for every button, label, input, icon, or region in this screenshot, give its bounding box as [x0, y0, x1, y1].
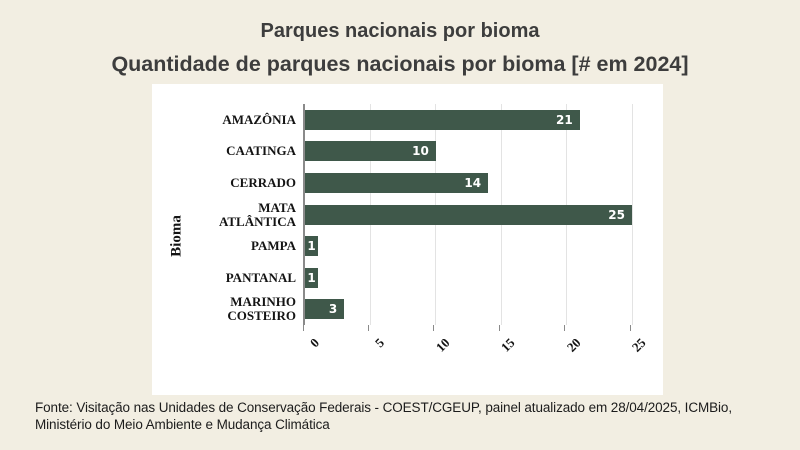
bar: 14	[305, 172, 489, 193]
bar-row: 25	[305, 199, 665, 231]
bar-value-label: 25	[608, 207, 625, 222]
bar-row: 1	[305, 262, 665, 294]
source-note-line: Ministério do Meio Ambiente e Mudança Cl…	[35, 417, 330, 432]
bar: 1	[305, 267, 319, 288]
x-tick-label: 15	[498, 335, 518, 355]
bar-value-label: 1	[307, 270, 316, 285]
bar-value-label: 14	[464, 175, 482, 190]
source-note-line: Fonte: Visitação nas Unidades de Conserv…	[35, 400, 732, 415]
bar: 25	[305, 204, 632, 225]
y-axis-label: Bioma	[168, 215, 185, 257]
source-note: Fonte: Visitação nas Unidades de Conserv…	[35, 399, 787, 433]
x-tick-mark	[433, 325, 435, 331]
chart-panel: Bioma AMAZÔNIA CAATINGA CERRADO MATA ATLÂNT…	[152, 84, 663, 395]
bar-row: 14	[305, 167, 665, 199]
bar-value-label: 3	[328, 302, 338, 317]
bar-value-label: 10	[412, 144, 429, 159]
chart-subtitle: Quantidade de parques nacionais por biom…	[111, 52, 689, 76]
x-tick-mark	[302, 325, 304, 331]
bar: 3	[305, 299, 345, 320]
plot-area: 21 10 14 25 1 1 3	[303, 104, 665, 325]
category-label: PANTANAL	[225, 269, 296, 285]
category-label: CAATINGA	[226, 143, 296, 159]
bar-row: 10	[305, 136, 665, 168]
x-tick-mark	[498, 325, 500, 331]
bar: 1	[305, 236, 319, 257]
x-tick-mark	[564, 325, 566, 331]
x-tick-label: 0	[306, 335, 322, 351]
x-tick-label: 5	[371, 335, 388, 351]
x-axis: 0 5 10 15 20 25	[302, 325, 663, 389]
category-label: MARINHO COSTEIRO	[227, 294, 296, 324]
category-label: MATA ATLÂNTICA	[218, 199, 296, 229]
bar-value-label: 1	[307, 239, 316, 254]
x-tick-mark	[367, 325, 369, 331]
bar-row: 21	[305, 104, 665, 136]
bar-row: 3	[305, 293, 665, 325]
category-label: AMAZÔNIA	[222, 111, 296, 127]
x-tick-mark	[629, 325, 631, 331]
x-tick-label: 25	[628, 335, 649, 355]
bar-value-label: 21	[555, 112, 573, 127]
x-tick-label: 10	[432, 335, 453, 355]
bar: 21	[305, 109, 580, 130]
bars-container: 21 10 14 25 1 1 3	[305, 104, 665, 325]
gridline	[631, 104, 633, 325]
bar-row: 1	[305, 230, 665, 262]
x-tick-label: 20	[563, 335, 584, 355]
chart-title: Parques nacionais por bioma	[260, 20, 540, 42]
bar: 10	[305, 141, 436, 162]
category-labels-column: AMAZÔNIA CAATINGA CERRADO MATA ATLÂNTICA PAM…	[190, 104, 296, 325]
category-label: PAMPA	[251, 238, 296, 254]
category-label: CERRADO	[230, 174, 296, 190]
